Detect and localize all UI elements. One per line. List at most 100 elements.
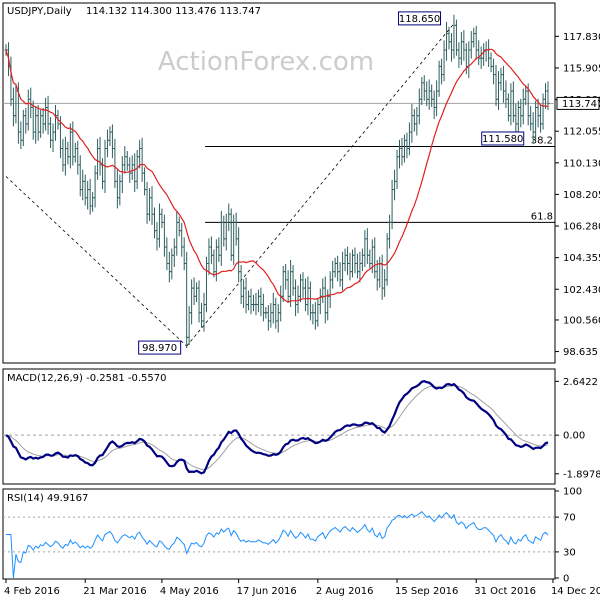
ohlc-bar — [170, 248, 174, 280]
ohlc-bar — [229, 208, 233, 262]
ohlc-bar — [276, 304, 280, 333]
ohlc-bar — [11, 87, 15, 127]
ohlc-bar — [308, 281, 312, 321]
ohlc-bar — [355, 253, 359, 279]
ohlc-bar — [402, 134, 406, 163]
ohlc-bar — [76, 140, 80, 175]
ohlc-bar — [239, 264, 243, 305]
ohlc-bar — [472, 27, 476, 48]
ohlc-bar — [212, 249, 216, 278]
ohlc-bar — [348, 252, 352, 281]
ohlc-bar — [123, 146, 127, 174]
ohlc-bar — [435, 80, 439, 117]
price-tick-label: 115.905 — [563, 63, 600, 74]
date-tick-label: 21 Mar 2016 — [83, 586, 146, 597]
ohlc-bar — [449, 33, 453, 62]
ohlc-bar — [71, 121, 75, 166]
ohlc-bar — [180, 222, 184, 257]
ohlc-bar — [385, 233, 389, 286]
ohlc-bar — [338, 261, 342, 287]
ohlc-bar — [291, 264, 295, 296]
ohlc-bar — [346, 246, 350, 276]
moving-average-line — [5, 48, 549, 303]
ohlc-bar — [152, 207, 156, 239]
ohlc-bar — [51, 123, 55, 152]
rsi-tick-label: 30 — [563, 547, 576, 558]
ohlc-bar — [343, 248, 347, 272]
ohlc-bar — [269, 303, 273, 328]
ohlc-bar — [98, 136, 102, 176]
ohlc-bar — [128, 157, 132, 183]
ohlc-bar — [224, 213, 228, 251]
date-tick-label: 14 Dec 2016 — [551, 586, 600, 597]
ohlc-bar — [78, 155, 82, 197]
ohlc-bar — [145, 181, 149, 224]
ohlc-bar — [247, 290, 251, 311]
ohlc-bar — [296, 285, 300, 314]
ohlc-bar — [251, 294, 255, 312]
ohlc-bar — [192, 277, 196, 306]
ohlc-bar — [316, 298, 320, 327]
ohlc-bar — [195, 282, 199, 303]
ohlc-bar — [81, 169, 85, 201]
ohlc-bar — [187, 306, 191, 346]
ohlc-bar — [539, 104, 543, 133]
ohlc-bar — [237, 227, 241, 283]
macd-title: MACD(12,26,9) -0.2581 -0.5570 — [7, 373, 167, 384]
ohlc-bar — [427, 79, 431, 110]
ohlc-bar — [133, 153, 137, 193]
ohlc-bar — [68, 123, 72, 169]
ohlc-bar — [422, 75, 426, 101]
ohlc-bar — [333, 257, 337, 278]
ohlc-bar — [249, 288, 253, 315]
ohlc-bar — [73, 142, 77, 163]
ohlc-bar — [86, 180, 90, 210]
ohlc-bar — [115, 169, 119, 209]
ohlc-bar — [405, 132, 409, 159]
ohlc-bar — [197, 280, 201, 323]
ohlc-bar — [360, 248, 364, 272]
ohlc-bar — [311, 304, 315, 325]
ohlc-bar — [301, 272, 305, 298]
ohlc-bar — [407, 122, 411, 156]
ohlc-bar — [353, 247, 357, 274]
price-layer: 38.2 61.8 118.650 98.970 111.580 — [3, 11, 555, 355]
rsi-panel-frame — [2, 488, 556, 580]
price-tick-label: 102.430 — [563, 285, 600, 296]
ohlc-bar — [417, 88, 421, 125]
ohlc-bar — [400, 137, 404, 166]
ohlc-bar — [66, 141, 70, 165]
ohlc-bar — [395, 149, 399, 190]
ohlc-bar — [373, 237, 377, 279]
ohlc-bar — [380, 254, 384, 300]
ohlc-bar — [266, 305, 270, 331]
axis-layer: 117.830115.905113.980112.055110.130108.2… — [4, 32, 600, 597]
ohlc-bar — [143, 167, 147, 196]
ohlc-bar — [313, 302, 317, 330]
ohlc-bar — [148, 188, 152, 221]
ohlc-bar — [172, 238, 176, 267]
ohlc-bar — [244, 277, 248, 314]
ohlc-bar — [378, 256, 382, 288]
date-tick-label: 17 Jun 2016 — [237, 586, 297, 597]
ohlc-bar — [341, 251, 345, 291]
price-tick-label: 117.830 — [563, 32, 600, 43]
dashed-trendline-down — [5, 176, 187, 347]
ohlc-bar — [383, 269, 387, 297]
ohlc-bar — [286, 270, 290, 304]
ohlc-bar — [155, 221, 159, 251]
rsi-tick-label: 70 — [563, 513, 576, 524]
ohlc-bar — [477, 40, 481, 65]
ohlc-bar — [219, 210, 223, 266]
ohlc-bar — [202, 292, 206, 332]
macd-tick-label: 2.6422 — [563, 377, 598, 388]
price-annotation: 111.580 — [481, 131, 525, 146]
ohlc-bar — [412, 108, 416, 132]
date-tick-label: 2 Aug 2016 — [316, 586, 374, 597]
rsi-tick-label: 0 — [563, 574, 569, 585]
svg-text:111.580: 111.580 — [482, 134, 523, 145]
date-tick-label: 31 Oct 2016 — [474, 586, 536, 597]
ohlc-bar — [469, 31, 473, 59]
ohlc-bar — [350, 249, 354, 278]
ohlc-bar — [53, 104, 57, 141]
